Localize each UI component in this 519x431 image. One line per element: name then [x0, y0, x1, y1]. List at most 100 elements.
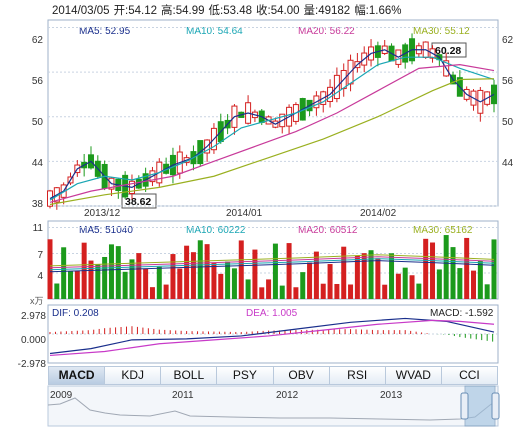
quote-open: 开:54.12	[113, 5, 158, 17]
volume-bar	[348, 284, 354, 299]
overview-right-handle[interactable]	[491, 392, 500, 420]
volume-bar	[259, 287, 265, 299]
vol-tick-4: 4	[37, 271, 43, 282]
macd-value-legend: MACD: -1.592	[430, 308, 494, 319]
quote-header: 2014/03/05 开:54.12 高:54.99 低:53.48 收:54.00 量:…	[52, 2, 406, 18]
vol-unit: x万	[30, 296, 44, 306]
volume-y-axis: 11 7 4 x万	[30, 223, 44, 306]
volume-bar	[341, 246, 347, 299]
volume-ma-line	[49, 258, 495, 271]
volume-bar	[225, 261, 231, 299]
macd-tick-top: 2.978	[21, 311, 46, 322]
macd-y-axis: 2.978 0.000 -2.978	[18, 311, 47, 370]
volume-bar	[416, 283, 422, 299]
x-tick-2014-01: 2014/01	[226, 208, 263, 219]
volume-legend: MA5: 51040 MA10: 60222 MA20: 60512 MA30:…	[79, 225, 473, 236]
macd-tick-bottom: -2.978	[18, 359, 47, 370]
volume-bar	[484, 284, 490, 299]
volume-ma-line	[49, 254, 495, 267]
volume-bar	[170, 254, 176, 299]
volume-bar	[382, 284, 388, 299]
volume-bar	[307, 262, 313, 299]
vol-legend-ma10: MA10: 60222	[186, 225, 246, 236]
volume-ma-line	[49, 256, 495, 269]
overview-year-2011: 2011	[172, 390, 194, 401]
volume-bar	[471, 270, 477, 299]
price-y-axis: 62 56 50 44 38 62 56 50 44	[32, 35, 514, 210]
volume-bar	[395, 273, 401, 299]
quote-date: 2014/03/05	[52, 5, 110, 17]
dea-line	[49, 319, 495, 357]
volume-bar	[129, 259, 135, 299]
tab-cci[interactable]: CCI	[441, 366, 498, 385]
indicator-tabs: MACD KDJ BOLL PSY OBV RSI WVAD CCI	[48, 366, 498, 385]
volume-bar	[450, 247, 456, 299]
price-tick-62: 62	[32, 35, 44, 46]
volume-bar	[184, 245, 190, 299]
tab-macd[interactable]: MACD	[48, 366, 106, 385]
volume-bar	[430, 242, 436, 299]
volume-bar	[102, 256, 108, 299]
volume-bar	[74, 270, 80, 299]
volume-bar	[368, 250, 374, 299]
vol-legend-ma30: MA30: 65162	[413, 225, 473, 236]
volume-bar	[143, 268, 149, 299]
max-price-label: 60.28	[435, 45, 461, 57]
tab-kdj[interactable]: KDJ	[105, 366, 162, 385]
candle-body	[491, 84, 497, 105]
macd-tick-zero: 0.000	[21, 335, 46, 346]
volume-bar	[177, 268, 183, 299]
overview-year-2012: 2012	[276, 390, 299, 401]
volume-bar	[252, 249, 258, 299]
volume-bar	[361, 253, 367, 299]
tab-rsi[interactable]: RSI	[329, 366, 386, 385]
dif-legend: DIF: 0.208	[52, 308, 99, 319]
volume-bar	[163, 284, 169, 299]
volume-bar	[300, 272, 306, 299]
ma-line-ma10	[49, 56, 495, 201]
overview-left-handle[interactable]	[460, 392, 469, 420]
tab-obv[interactable]: OBV	[273, 366, 330, 385]
volume-bar	[293, 287, 299, 299]
volume-bar	[245, 279, 251, 299]
volume-bar	[457, 268, 463, 299]
price-tick-right-50: 50	[502, 117, 514, 128]
quote-volume: 量:49182	[303, 5, 351, 17]
volume-plot	[47, 227, 498, 299]
volume-bar	[88, 260, 94, 299]
ma-line-ma30	[49, 78, 495, 206]
volume-bar	[204, 244, 210, 299]
quote-close: 收:54.00	[256, 5, 300, 17]
volume-bar	[231, 268, 237, 299]
vol-tick-11: 11	[33, 223, 44, 234]
x-tick-2014-02: 2014/02	[360, 208, 397, 219]
overview-strip[interactable]: 2009 2011 2012 2013	[47, 385, 500, 427]
volume-bar	[272, 243, 278, 299]
volume-bar	[211, 263, 217, 299]
tab-boll[interactable]: BOLL	[161, 366, 218, 385]
vol-legend-ma5: MA5: 51040	[79, 225, 133, 236]
tab-wvad[interactable]: WVAD	[385, 366, 442, 385]
overview-year-2013: 2013	[380, 390, 403, 401]
legend-ma20: MA20: 56.22	[298, 26, 355, 37]
quote-low: 低:53.48	[208, 5, 253, 17]
price-tick-right-62: 62	[502, 35, 514, 46]
legend-ma10: MA10: 54.64	[186, 26, 243, 37]
overview-window[interactable]	[464, 385, 496, 427]
dea-legend: DEA: 1.005	[246, 308, 298, 319]
max-price-callout: 60.28	[431, 42, 467, 58]
volume-bar	[67, 271, 73, 299]
macd-plot	[48, 317, 498, 357]
vol-tick-7: 7	[37, 250, 43, 261]
volume-bar	[443, 235, 449, 299]
tab-psy[interactable]: PSY	[217, 366, 274, 385]
min-price-box	[121, 193, 157, 209]
volume-bar	[375, 258, 381, 299]
volume-bar	[402, 267, 408, 299]
volume-bar	[108, 244, 114, 299]
quote-change: 幅:1.66%	[354, 5, 402, 17]
volume-bar	[197, 240, 203, 299]
volume-bar	[136, 253, 142, 299]
ma-line-ma20	[49, 64, 495, 203]
